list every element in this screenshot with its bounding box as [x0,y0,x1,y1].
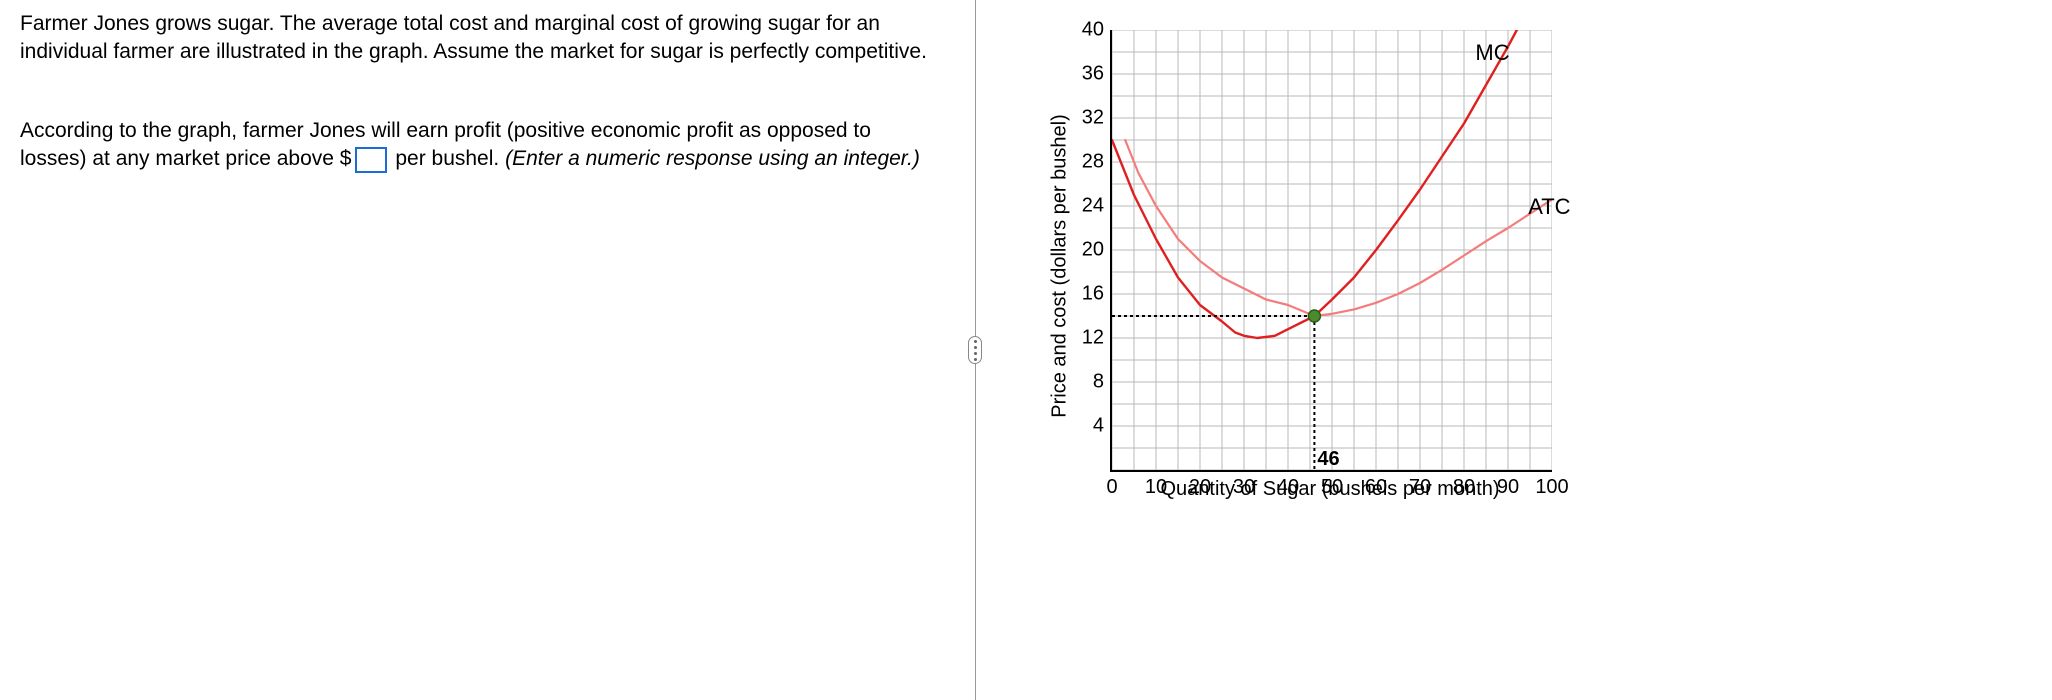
x-tick-label: 30 [1233,470,1255,499]
answer-input[interactable] [355,147,387,173]
y-tick-label: 8 [1093,371,1112,394]
x-tick-label: 90 [1497,470,1519,499]
x-tick-label: 50 [1321,470,1343,499]
x-tick-label: 100 [1535,470,1568,499]
y-tick-label: 32 [1082,107,1112,130]
x-tick-label: 10 [1145,470,1167,499]
mc-curve-label: MC [1475,40,1509,66]
x-tick-label: 20 [1189,470,1211,499]
y-tick-label: 12 [1082,327,1112,350]
x-tick-label: 0 [1106,470,1117,499]
y-axis-label: Price and cost (dollars per bushel) [1049,114,1072,417]
chart-svg [1112,30,1552,470]
chart-plot-area: 4812162024283236400102030405060708090100… [1110,30,1552,472]
x-tick-label: 60 [1365,470,1387,499]
marker-x-label: 46 [1317,448,1339,471]
y-tick-label: 24 [1082,195,1112,218]
x-tick-label: 40 [1277,470,1299,499]
y-tick-label: 20 [1082,239,1112,262]
y-tick-label: 28 [1082,151,1112,174]
question-paragraph-2: According to the graph, farmer Jones wil… [20,117,940,174]
q2-post: per bushel. [390,147,506,170]
pane-divider [960,0,990,700]
y-tick-label: 36 [1082,63,1112,86]
marker-point[interactable] [1308,310,1320,322]
y-tick-label: 40 [1082,19,1112,42]
x-tick-label: 70 [1409,470,1431,499]
x-tick-label: 80 [1453,470,1475,499]
question-paragraph-1: Farmer Jones grows sugar. The average to… [20,10,940,67]
divider-drag-handle[interactable] [968,336,982,364]
y-tick-label: 4 [1093,415,1112,438]
question-pane: Farmer Jones grows sugar. The average to… [0,0,960,700]
chart-pane: Price and cost (dollars per bushel) 4812… [990,0,2052,700]
chart-wrapper: Price and cost (dollars per bushel) 4812… [1110,30,1550,501]
answer-hint: (Enter a numeric response using an integ… [505,147,920,170]
y-tick-label: 16 [1082,283,1112,306]
atc-curve-label: ATC [1528,194,1570,220]
